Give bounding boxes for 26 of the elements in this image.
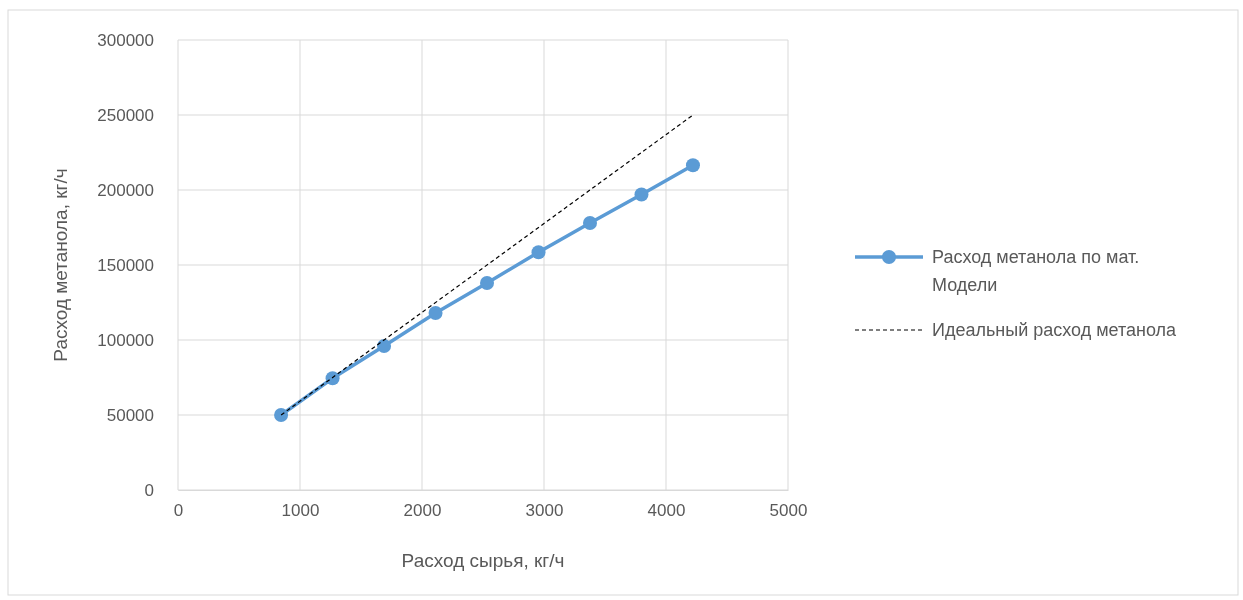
x-tick-label: 1000 <box>281 501 320 521</box>
y-tick-label: 200000 <box>97 180 154 200</box>
x-tick-label: 5000 <box>769 501 808 521</box>
x-axis-title: Расход сырья, кг/ч <box>401 550 565 571</box>
point <box>582 216 597 230</box>
y-tick-label: 50000 <box>106 405 154 425</box>
point <box>325 371 340 386</box>
point <box>531 245 546 260</box>
y-tick-label: 150000 <box>97 255 154 275</box>
point <box>428 306 443 320</box>
point <box>377 339 392 353</box>
x-tick-label: 0 <box>173 501 184 521</box>
point <box>634 187 649 202</box>
x-tick-label: 2000 <box>403 501 442 521</box>
y-tick-label: 250000 <box>97 105 154 125</box>
x-tick-label: 4000 <box>647 501 686 521</box>
x-tick-label: 3000 <box>525 501 564 521</box>
y-tick-label: 100000 <box>97 330 154 350</box>
legend-label: Расход метанола по мат. Модели <box>932 247 1140 295</box>
y-axis-title: Расход метанола, кг/ч <box>50 168 71 362</box>
point <box>685 158 700 173</box>
point <box>274 408 289 422</box>
point <box>480 276 495 290</box>
y-tick-label: 0 <box>144 480 154 500</box>
y-tick-label: 300000 <box>97 30 154 50</box>
legend-label: Идеальный расход метанола <box>932 320 1178 340</box>
